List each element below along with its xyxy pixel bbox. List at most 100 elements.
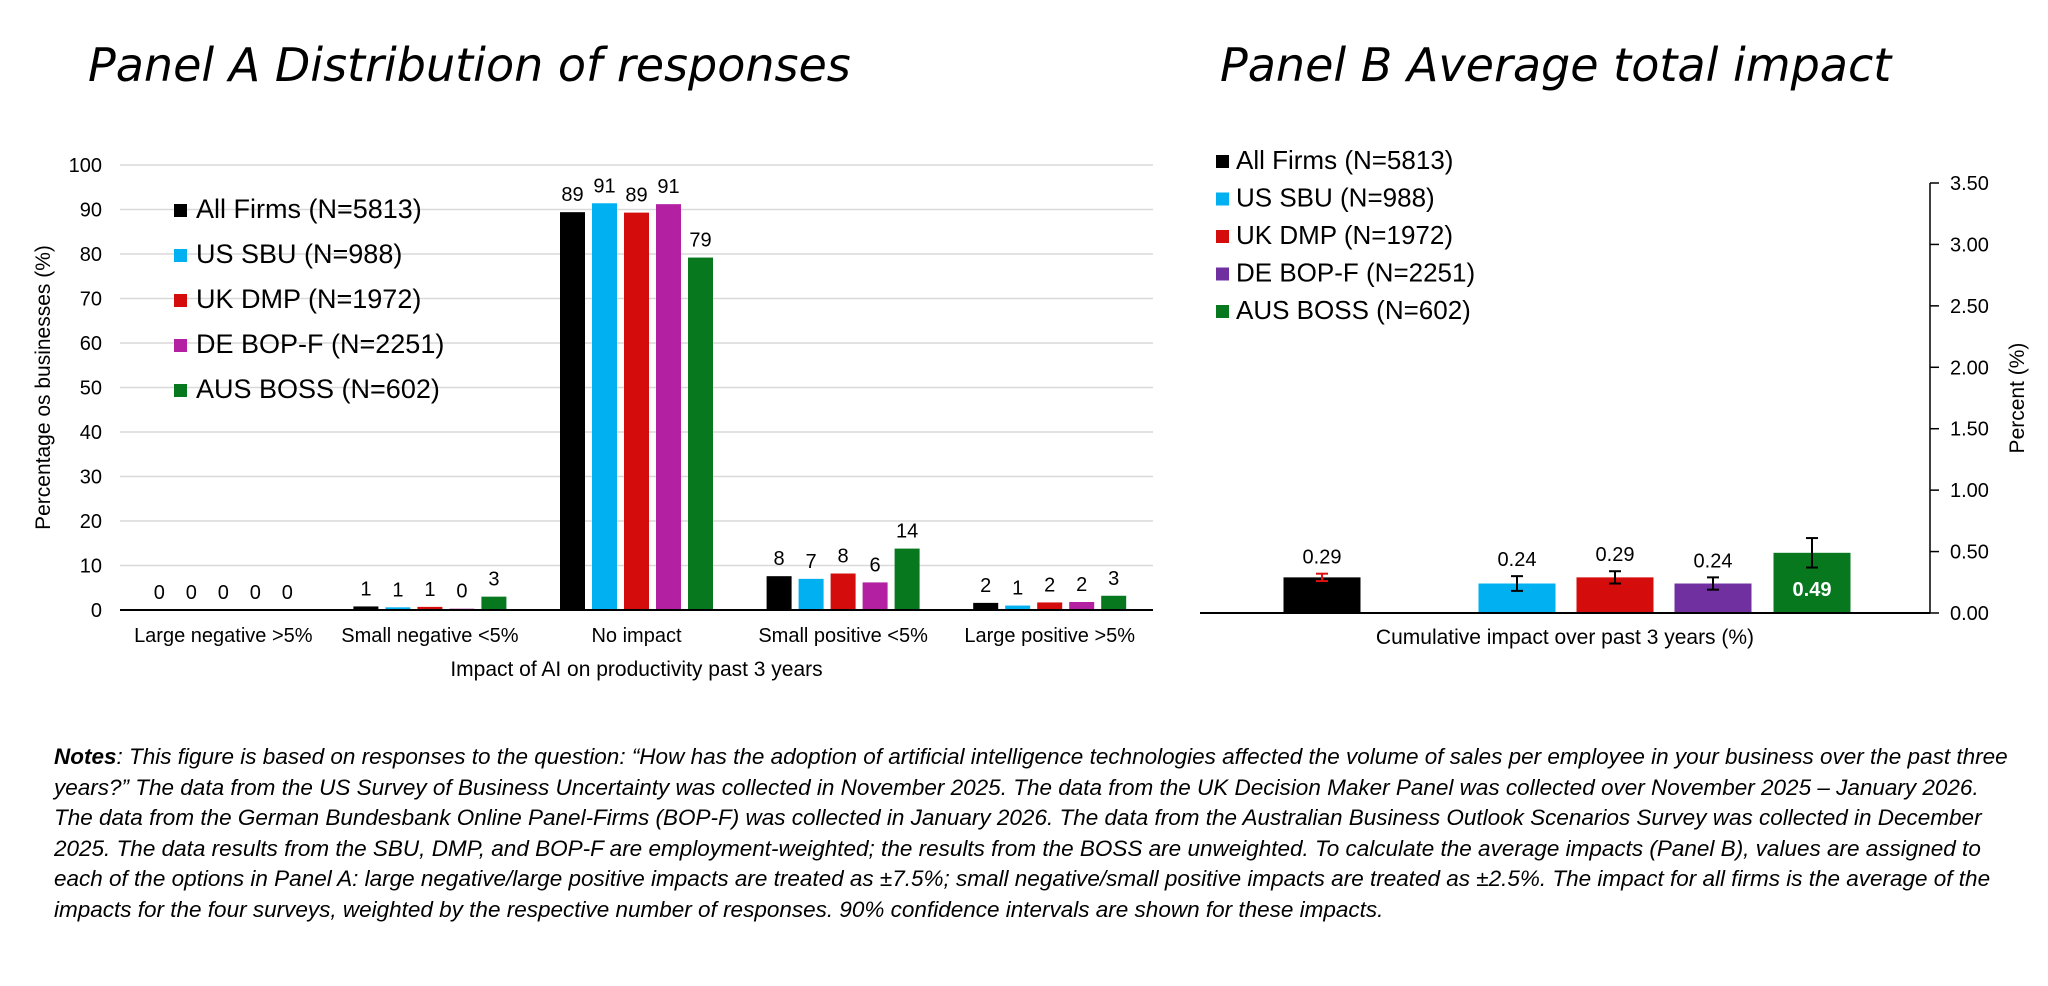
data-label: 1 [392, 579, 403, 601]
y-tick-label: 90 [80, 200, 102, 222]
y-tick-label: 40 [80, 422, 102, 444]
legend-label: All Firms (N=5813) [196, 194, 422, 224]
data-label: 8 [838, 546, 849, 568]
data-label: 0.49 [1793, 579, 1832, 601]
bar [862, 582, 888, 610]
data-label: 3 [488, 569, 499, 591]
x-category-label: Large negative >5% [134, 625, 313, 647]
y-tick-label: 80 [80, 244, 102, 266]
data-label: 89 [625, 185, 647, 207]
bar [1283, 577, 1361, 613]
legend-label: US SBU (N=988) [1236, 183, 1435, 213]
data-label: 6 [870, 554, 881, 576]
data-label: 0.24 [1498, 549, 1537, 571]
legend-swatch [1216, 230, 1229, 243]
legend-label: AUS BOSS (N=602) [1236, 295, 1471, 325]
y-axis-title: Percent (%) [2006, 343, 2029, 454]
bar [973, 602, 999, 610]
panel-b-chart: 0.00 0.50 1.00 1.50 2.00 2.50 3.00 3.50 0.29 0.24… [1200, 145, 2029, 649]
bar [830, 573, 856, 610]
y-tick-label: 60 [80, 333, 102, 355]
bar [385, 607, 411, 610]
y-tick-label: 0 [91, 600, 102, 622]
bar [481, 596, 507, 610]
bar [1101, 595, 1127, 610]
bar [688, 257, 713, 610]
x-axis-title: Cumulative impact over past 3 years (%) [1376, 626, 1754, 649]
data-label: 0 [154, 582, 165, 604]
notes-paragraph: Notes: This figure is based on responses… [54, 742, 2014, 925]
legend-swatch [1216, 305, 1229, 318]
legend-label: UK DMP (N=1972) [196, 284, 421, 314]
legend-label: All Firms (N=5813) [1236, 145, 1453, 175]
data-label: 89 [561, 184, 583, 206]
data-label: 2 [1044, 574, 1055, 596]
legend-label: AUS BOSS (N=602) [196, 374, 440, 404]
y-tick-label: 1.00 [1950, 480, 1989, 502]
bar [353, 606, 379, 610]
x-category-label: Small positive <5% [758, 625, 928, 647]
legend-label: DE BOP-F (N=2251) [1236, 258, 1475, 288]
data-label: 0 [282, 582, 293, 604]
data-label: 0.24 [1694, 550, 1733, 572]
bar [560, 212, 585, 611]
x-category-label: Large positive >5% [964, 625, 1135, 647]
y-tick-label: 20 [80, 511, 102, 533]
data-label: 91 [657, 176, 679, 198]
y-tick-label: 70 [80, 289, 102, 311]
y-tick-label: 10 [80, 556, 102, 578]
bar [766, 576, 792, 610]
data-label: 0 [218, 582, 229, 604]
data-label: 0.29 [1303, 547, 1342, 569]
panel-b-title: Panel B Average total impact [1220, 38, 1892, 92]
x-category-label: No impact [591, 625, 681, 647]
data-label: 1 [424, 579, 435, 601]
notes-text: : This figure is based on responses to t… [54, 744, 2008, 922]
bar [417, 606, 443, 610]
bar [894, 548, 920, 610]
bar [592, 203, 617, 610]
data-label: 0.29 [1596, 544, 1635, 566]
legend-label: US SBU (N=988) [196, 239, 402, 269]
bar [1069, 601, 1095, 610]
data-label: 1 [1012, 578, 1023, 600]
y-tick-label: 2.50 [1950, 296, 1989, 318]
y-tick-label: 1.50 [1950, 419, 1989, 441]
legend-swatch [174, 294, 187, 307]
bar [1037, 602, 1063, 610]
data-label: 0 [186, 582, 197, 604]
legend-label: UK DMP (N=1972) [1236, 220, 1453, 250]
y-tick-label: 0.50 [1950, 542, 1989, 564]
data-label: 2 [980, 575, 991, 597]
legend-swatch [174, 249, 187, 262]
bar [798, 578, 824, 610]
data-label: 0 [250, 582, 261, 604]
y-axis-title: Percentage os businesses (%) [32, 245, 55, 530]
legend-swatch [1216, 192, 1229, 206]
data-label: 7 [806, 551, 817, 573]
legend-label: DE BOP-F (N=2251) [196, 329, 444, 359]
panel-a-title: Panel A Distribution of responses [88, 38, 851, 92]
data-label: 14 [896, 521, 918, 543]
y-tick-label: 3.50 [1950, 173, 1989, 195]
bar [656, 204, 681, 610]
y-tick-label: 3.00 [1950, 234, 1989, 256]
legend-swatch [174, 204, 187, 217]
legend-swatch [1216, 155, 1229, 168]
legend-swatch [174, 339, 187, 352]
notes-label: Notes [54, 744, 117, 769]
y-tick-label: 30 [80, 467, 102, 489]
y-tick-label: 0.00 [1950, 603, 1989, 625]
legend-swatch [1216, 267, 1229, 281]
data-label: 8 [774, 548, 785, 570]
bar [624, 212, 649, 610]
y-tick-label: 2.00 [1950, 357, 1989, 379]
legend-swatch [174, 384, 187, 397]
data-label: 1 [360, 578, 371, 600]
data-label: 79 [689, 230, 711, 252]
y-tick-label: 50 [80, 378, 102, 400]
data-label: 0 [456, 581, 467, 603]
bar [1005, 605, 1031, 610]
x-category-label: Small negative <5% [341, 625, 519, 647]
